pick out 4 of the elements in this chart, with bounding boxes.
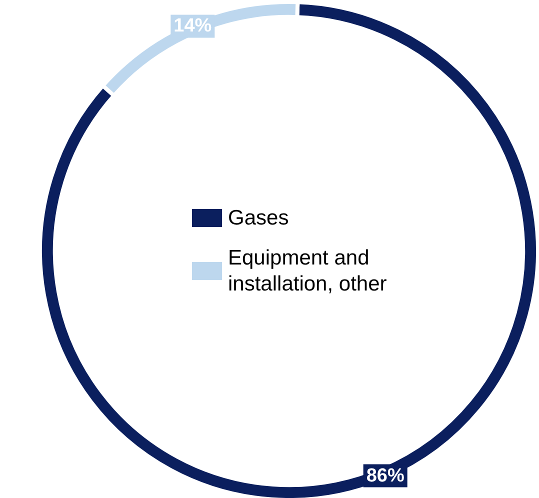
legend-label: Equipment and installation, other (228, 246, 387, 296)
data-label: 14% (174, 16, 212, 37)
legend-label: Gases (228, 206, 289, 230)
data-label: 86% (366, 465, 404, 486)
